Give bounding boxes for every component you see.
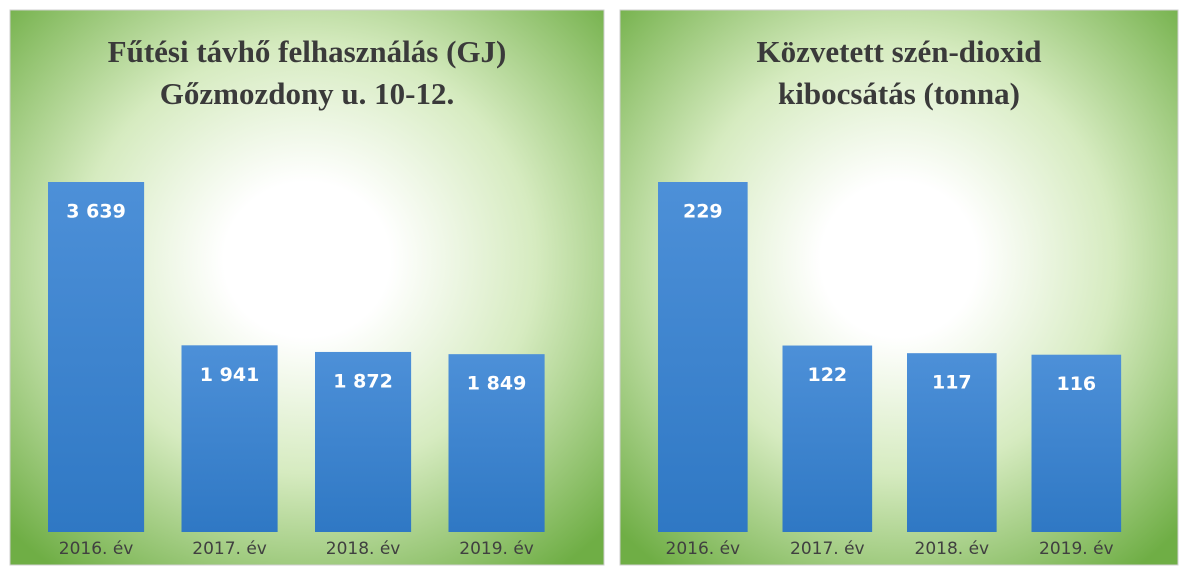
bar (1031, 354, 1122, 532)
data-label: 229 (683, 201, 723, 223)
data-label: 1 872 (333, 370, 393, 392)
x-tick-label: 2018. év (326, 539, 401, 559)
x-tick-label: 2017. év (192, 539, 267, 559)
data-label: 117 (932, 372, 972, 394)
bar (181, 345, 278, 532)
x-tick-label: 2017. év (790, 539, 865, 559)
chart-title: Gőzmozdony u. 10-12. (160, 76, 455, 111)
data-label: 1 941 (200, 364, 260, 386)
bar (448, 354, 545, 532)
data-label: 116 (1056, 373, 1096, 395)
x-tick-label: 2019. év (459, 539, 534, 559)
data-label: 3 639 (66, 201, 126, 223)
data-label: 122 (807, 364, 847, 386)
bar (907, 353, 997, 532)
x-tick-label: 2016. év (59, 539, 134, 559)
bar (658, 182, 748, 532)
x-tick-label: 2018. év (915, 539, 990, 559)
bar (315, 351, 412, 532)
x-tick-label: 2019. év (1039, 539, 1114, 559)
chart-title: kibocsátás (tonna) (778, 76, 1020, 111)
chart-title: Fűtési távhő felhasználás (GJ) (108, 34, 507, 69)
bar (48, 182, 145, 532)
chart-title: Közvetett szén-dioxid (757, 34, 1042, 69)
bar (782, 345, 873, 532)
x-tick-label: 2016. év (666, 539, 741, 559)
data-label: 1 849 (467, 373, 527, 395)
